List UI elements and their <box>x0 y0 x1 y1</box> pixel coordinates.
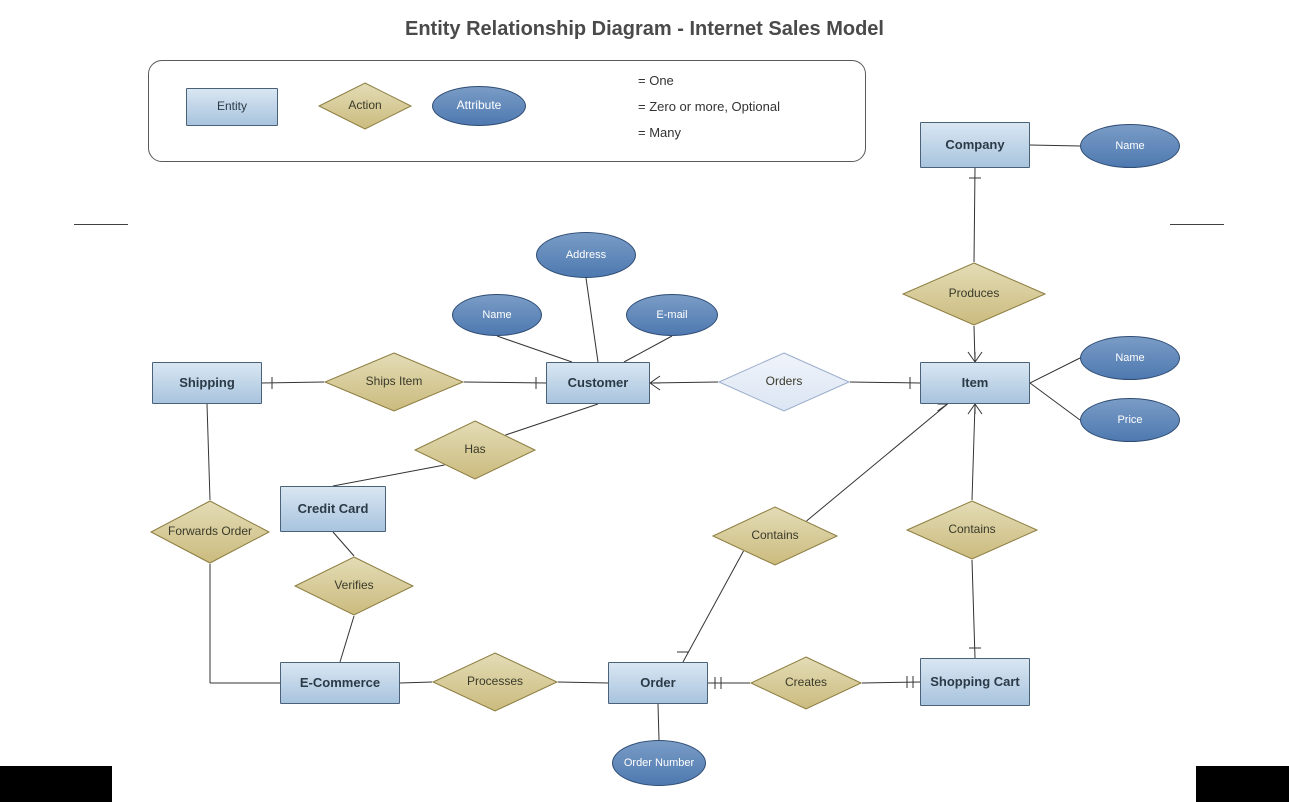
decor-tick-right <box>1170 224 1224 225</box>
action-label-forwardsorder: Forwards Order <box>150 500 270 564</box>
action-contains2: Contains <box>906 500 1038 560</box>
legend-notation-label-1: = Zero or more, Optional <box>638 99 780 114</box>
attribute-item_name: Name <box>1080 336 1180 380</box>
diagram-title: Entity Relationship Diagram - Internet S… <box>0 18 1289 41</box>
action-has: Has <box>414 420 536 480</box>
entity-company: Company <box>920 122 1030 168</box>
action-legend_action: Action <box>318 82 412 130</box>
decor-tick-left <box>74 224 128 225</box>
entity-legend_entity: Entity <box>186 88 278 126</box>
attribute-company_name: Name <box>1080 124 1180 168</box>
action-label-legend_action: Action <box>318 82 412 130</box>
action-contains1: Contains <box>712 506 838 566</box>
action-orders: Orders <box>718 352 850 412</box>
entity-shipping: Shipping <box>152 362 262 404</box>
action-processes: Processes <box>432 652 558 712</box>
entity-customer: Customer <box>546 362 650 404</box>
decor-bar-left <box>0 766 112 802</box>
attribute-item_price: Price <box>1080 398 1180 442</box>
entity-shoppingcart: Shopping Cart <box>920 658 1030 706</box>
action-label-creates: Creates <box>750 656 862 710</box>
entity-item: Item <box>920 362 1030 404</box>
entity-order: Order <box>608 662 708 704</box>
action-label-shipsitem: Ships Item <box>324 352 464 412</box>
attribute-cust_email: E-mail <box>626 294 718 336</box>
legend-notation-label-0: = One <box>638 73 674 88</box>
er-diagram-canvas: Entity Relationship Diagram - Internet S… <box>0 0 1289 802</box>
decor-bar-right <box>1196 766 1289 802</box>
attribute-order_number: Order Number <box>612 740 706 786</box>
legend-notation-label-2: = Many <box>638 125 681 140</box>
action-label-processes: Processes <box>432 652 558 712</box>
action-creates: Creates <box>750 656 862 710</box>
attribute-cust_name: Name <box>452 294 542 336</box>
action-label-verifies: Verifies <box>294 556 414 616</box>
action-shipsitem: Ships Item <box>324 352 464 412</box>
action-label-produces: Produces <box>902 262 1046 326</box>
action-label-orders: Orders <box>718 352 850 412</box>
attribute-legend_attribute: Attribute <box>432 86 526 126</box>
entity-ecommerce: E-Commerce <box>280 662 400 704</box>
action-label-contains2: Contains <box>906 500 1038 560</box>
action-verifies: Verifies <box>294 556 414 616</box>
action-produces: Produces <box>902 262 1046 326</box>
action-label-has: Has <box>414 420 536 480</box>
attribute-cust_address: Address <box>536 232 636 278</box>
action-forwardsorder: Forwards Order <box>150 500 270 564</box>
action-label-contains1: Contains <box>712 506 838 566</box>
entity-creditcard: Credit Card <box>280 486 386 532</box>
